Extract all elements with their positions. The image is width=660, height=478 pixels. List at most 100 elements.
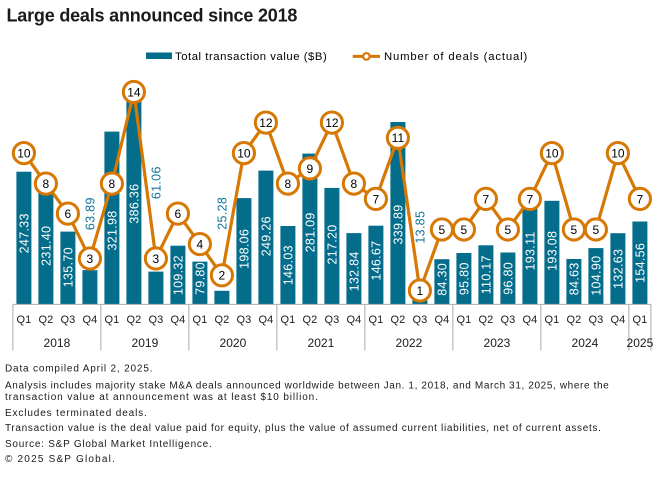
svg-text:Q2: Q2 [127,314,142,326]
svg-text:8: 8 [109,177,116,191]
svg-text:Q3: Q3 [413,314,428,326]
svg-text:Data compiled April 2, 2025.: Data compiled April 2, 2025. [5,364,153,375]
svg-text:Q2: Q2 [215,314,230,326]
svg-text:8: 8 [351,177,358,191]
svg-text:2022: 2022 [396,336,423,350]
svg-text:5: 5 [439,223,446,237]
svg-text:193.11: 193.11 [523,231,537,270]
svg-text:247.33: 247.33 [17,213,31,253]
svg-text:96.80: 96.80 [501,262,515,295]
svg-text:6: 6 [65,207,72,221]
svg-text:Q4: Q4 [523,314,538,326]
svg-text:Q1: Q1 [17,314,32,326]
svg-text:Q3: Q3 [589,314,604,326]
svg-text:231.40: 231.40 [39,226,53,266]
svg-text:3: 3 [153,252,160,266]
svg-text:10: 10 [17,147,31,161]
svg-text:4: 4 [197,238,204,252]
svg-text:Q1: Q1 [369,314,384,326]
svg-text:© 2025 S&P Global.: © 2025 S&P Global. [5,454,116,465]
svg-text:Transaction value is the deal: Transaction value is the deal value paid… [5,423,602,434]
svg-text:217.20: 217.20 [325,224,339,264]
svg-text:Excludes terminated deals.: Excludes terminated deals. [5,408,148,419]
svg-text:transaction value at announcem: transaction value at announcement was at… [5,392,319,403]
svg-text:Q1: Q1 [193,314,208,326]
svg-text:Q3: Q3 [149,314,164,326]
svg-text:135.70: 135.70 [61,247,75,287]
svg-text:2020: 2020 [220,336,247,350]
svg-text:10: 10 [545,147,559,161]
svg-text:Q1: Q1 [545,314,560,326]
svg-text:10: 10 [237,147,251,161]
svg-text:Q1: Q1 [457,314,472,326]
svg-text:6: 6 [175,207,182,221]
svg-text:Q1: Q1 [633,314,648,326]
svg-text:7: 7 [637,192,644,206]
svg-text:104.90: 104.90 [589,256,603,296]
svg-text:13.85: 13.85 [413,211,427,244]
svg-text:61.06: 61.06 [149,166,163,199]
svg-text:Q3: Q3 [61,314,76,326]
svg-text:14: 14 [127,85,141,99]
svg-text:110.17: 110.17 [479,255,493,294]
svg-text:5: 5 [461,223,468,237]
svg-text:3: 3 [87,252,94,266]
svg-text:Q2: Q2 [303,314,318,326]
svg-text:1: 1 [417,284,424,298]
svg-text:Q4: Q4 [347,314,362,326]
svg-text:Analysis includes majority sta: Analysis includes majority stake M&A dea… [5,381,609,392]
svg-text:2024: 2024 [572,336,599,350]
svg-text:79.80: 79.80 [193,262,207,295]
svg-text:Source: S&P Global Market Inte: Source: S&P Global Market Intelligence. [5,439,213,450]
svg-text:9: 9 [307,162,314,176]
svg-text:249.26: 249.26 [259,216,273,256]
svg-text:Number of deals (actual): Number of deals (actual) [384,51,528,63]
svg-text:Q3: Q3 [501,314,516,326]
svg-text:11: 11 [392,131,405,145]
svg-text:25.28: 25.28 [215,197,229,230]
svg-text:321.98: 321.98 [105,210,119,250]
svg-text:Q4: Q4 [83,314,98,326]
svg-text:Q3: Q3 [325,314,340,326]
svg-text:84.30: 84.30 [435,263,449,296]
svg-text:Q4: Q4 [611,314,626,326]
svg-text:7: 7 [483,192,490,206]
svg-text:146.03: 146.03 [281,245,295,285]
svg-text:95.80: 95.80 [457,262,471,295]
svg-text:339.89: 339.89 [391,204,405,244]
svg-text:2025: 2025 [627,336,654,350]
svg-text:Q1: Q1 [281,314,296,326]
svg-text:7: 7 [527,192,534,206]
svg-text:Q1: Q1 [105,314,120,326]
svg-text:5: 5 [593,223,600,237]
svg-text:2021: 2021 [308,336,335,350]
svg-text:Q2: Q2 [567,314,582,326]
svg-text:Q4: Q4 [259,314,274,326]
svg-text:12: 12 [259,116,273,130]
svg-text:84.63: 84.63 [567,262,581,295]
svg-text:132.63: 132.63 [611,249,625,289]
svg-text:Q2: Q2 [479,314,494,326]
svg-text:Total transaction value ($B): Total transaction value ($B) [175,51,327,63]
svg-text:5: 5 [571,223,578,237]
svg-text:132.84: 132.84 [347,251,361,291]
svg-text:10: 10 [611,147,625,161]
svg-text:Q4: Q4 [435,314,450,326]
svg-text:2023: 2023 [484,336,511,350]
svg-text:146.67: 146.67 [369,241,383,281]
svg-text:Q2: Q2 [39,314,54,326]
svg-text:198.06: 198.06 [237,229,251,269]
svg-text:2: 2 [219,269,226,283]
svg-text:Q4: Q4 [171,314,186,326]
svg-text:8: 8 [43,177,50,191]
svg-text:2019: 2019 [132,336,159,350]
svg-text:7: 7 [373,192,380,206]
svg-text:63.89: 63.89 [83,197,97,230]
svg-text:5: 5 [505,223,512,237]
svg-text:Q2: Q2 [391,314,406,326]
svg-text:8: 8 [285,177,292,191]
svg-text:109.32: 109.32 [171,255,185,295]
svg-text:2018: 2018 [44,336,71,350]
svg-text:281.09: 281.09 [303,212,317,252]
svg-text:386.36: 386.36 [127,184,141,224]
